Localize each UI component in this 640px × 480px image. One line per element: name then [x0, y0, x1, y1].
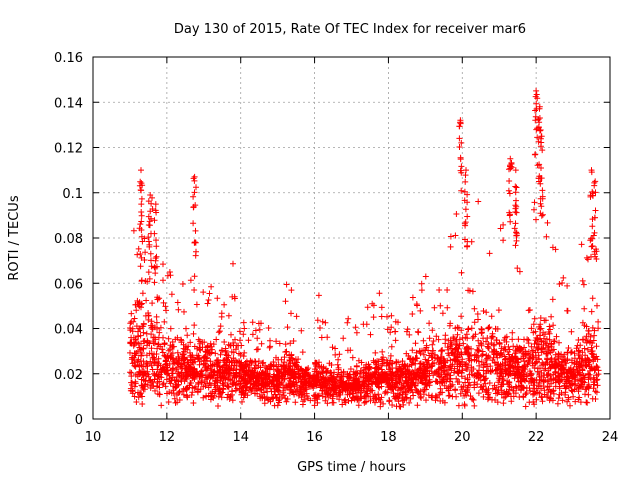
x-axis-label: GPS time / hours	[297, 460, 406, 475]
y-tick-label: 0.08	[54, 232, 83, 247]
axis-ticks: 10 12 14 16 18 20 22 24 0 0.02 0.04 0.06 0.08 0.1 0.12…	[54, 51, 618, 445]
roti-points	[127, 87, 602, 410]
x-tick-label: 14	[232, 430, 249, 445]
data-points	[127, 87, 602, 410]
y-tick-label: 0.06	[54, 277, 83, 292]
x-tick-label: 22	[528, 430, 545, 445]
x-tick-label: 20	[454, 430, 471, 445]
y-tick-label: 0.04	[54, 323, 83, 338]
y-tick-label: 0	[75, 413, 83, 428]
x-tick-label: 24	[602, 430, 619, 445]
y-tick-label: 0.12	[54, 142, 83, 157]
x-tick-label: 12	[159, 430, 176, 445]
y-axis-label: ROTI / TECUs	[7, 195, 22, 280]
y-tick-label: 0.14	[54, 96, 83, 111]
x-tick-label: 18	[380, 430, 397, 445]
chart-title: Day 130 of 2015, Rate Of TEC Index for r…	[174, 22, 526, 37]
x-tick-label: 16	[306, 430, 323, 445]
y-tick-label: 0.1	[62, 187, 83, 202]
y-tick-label: 0.02	[54, 368, 83, 383]
y-tick-label: 0.16	[54, 51, 83, 66]
x-tick-label: 10	[85, 430, 102, 445]
